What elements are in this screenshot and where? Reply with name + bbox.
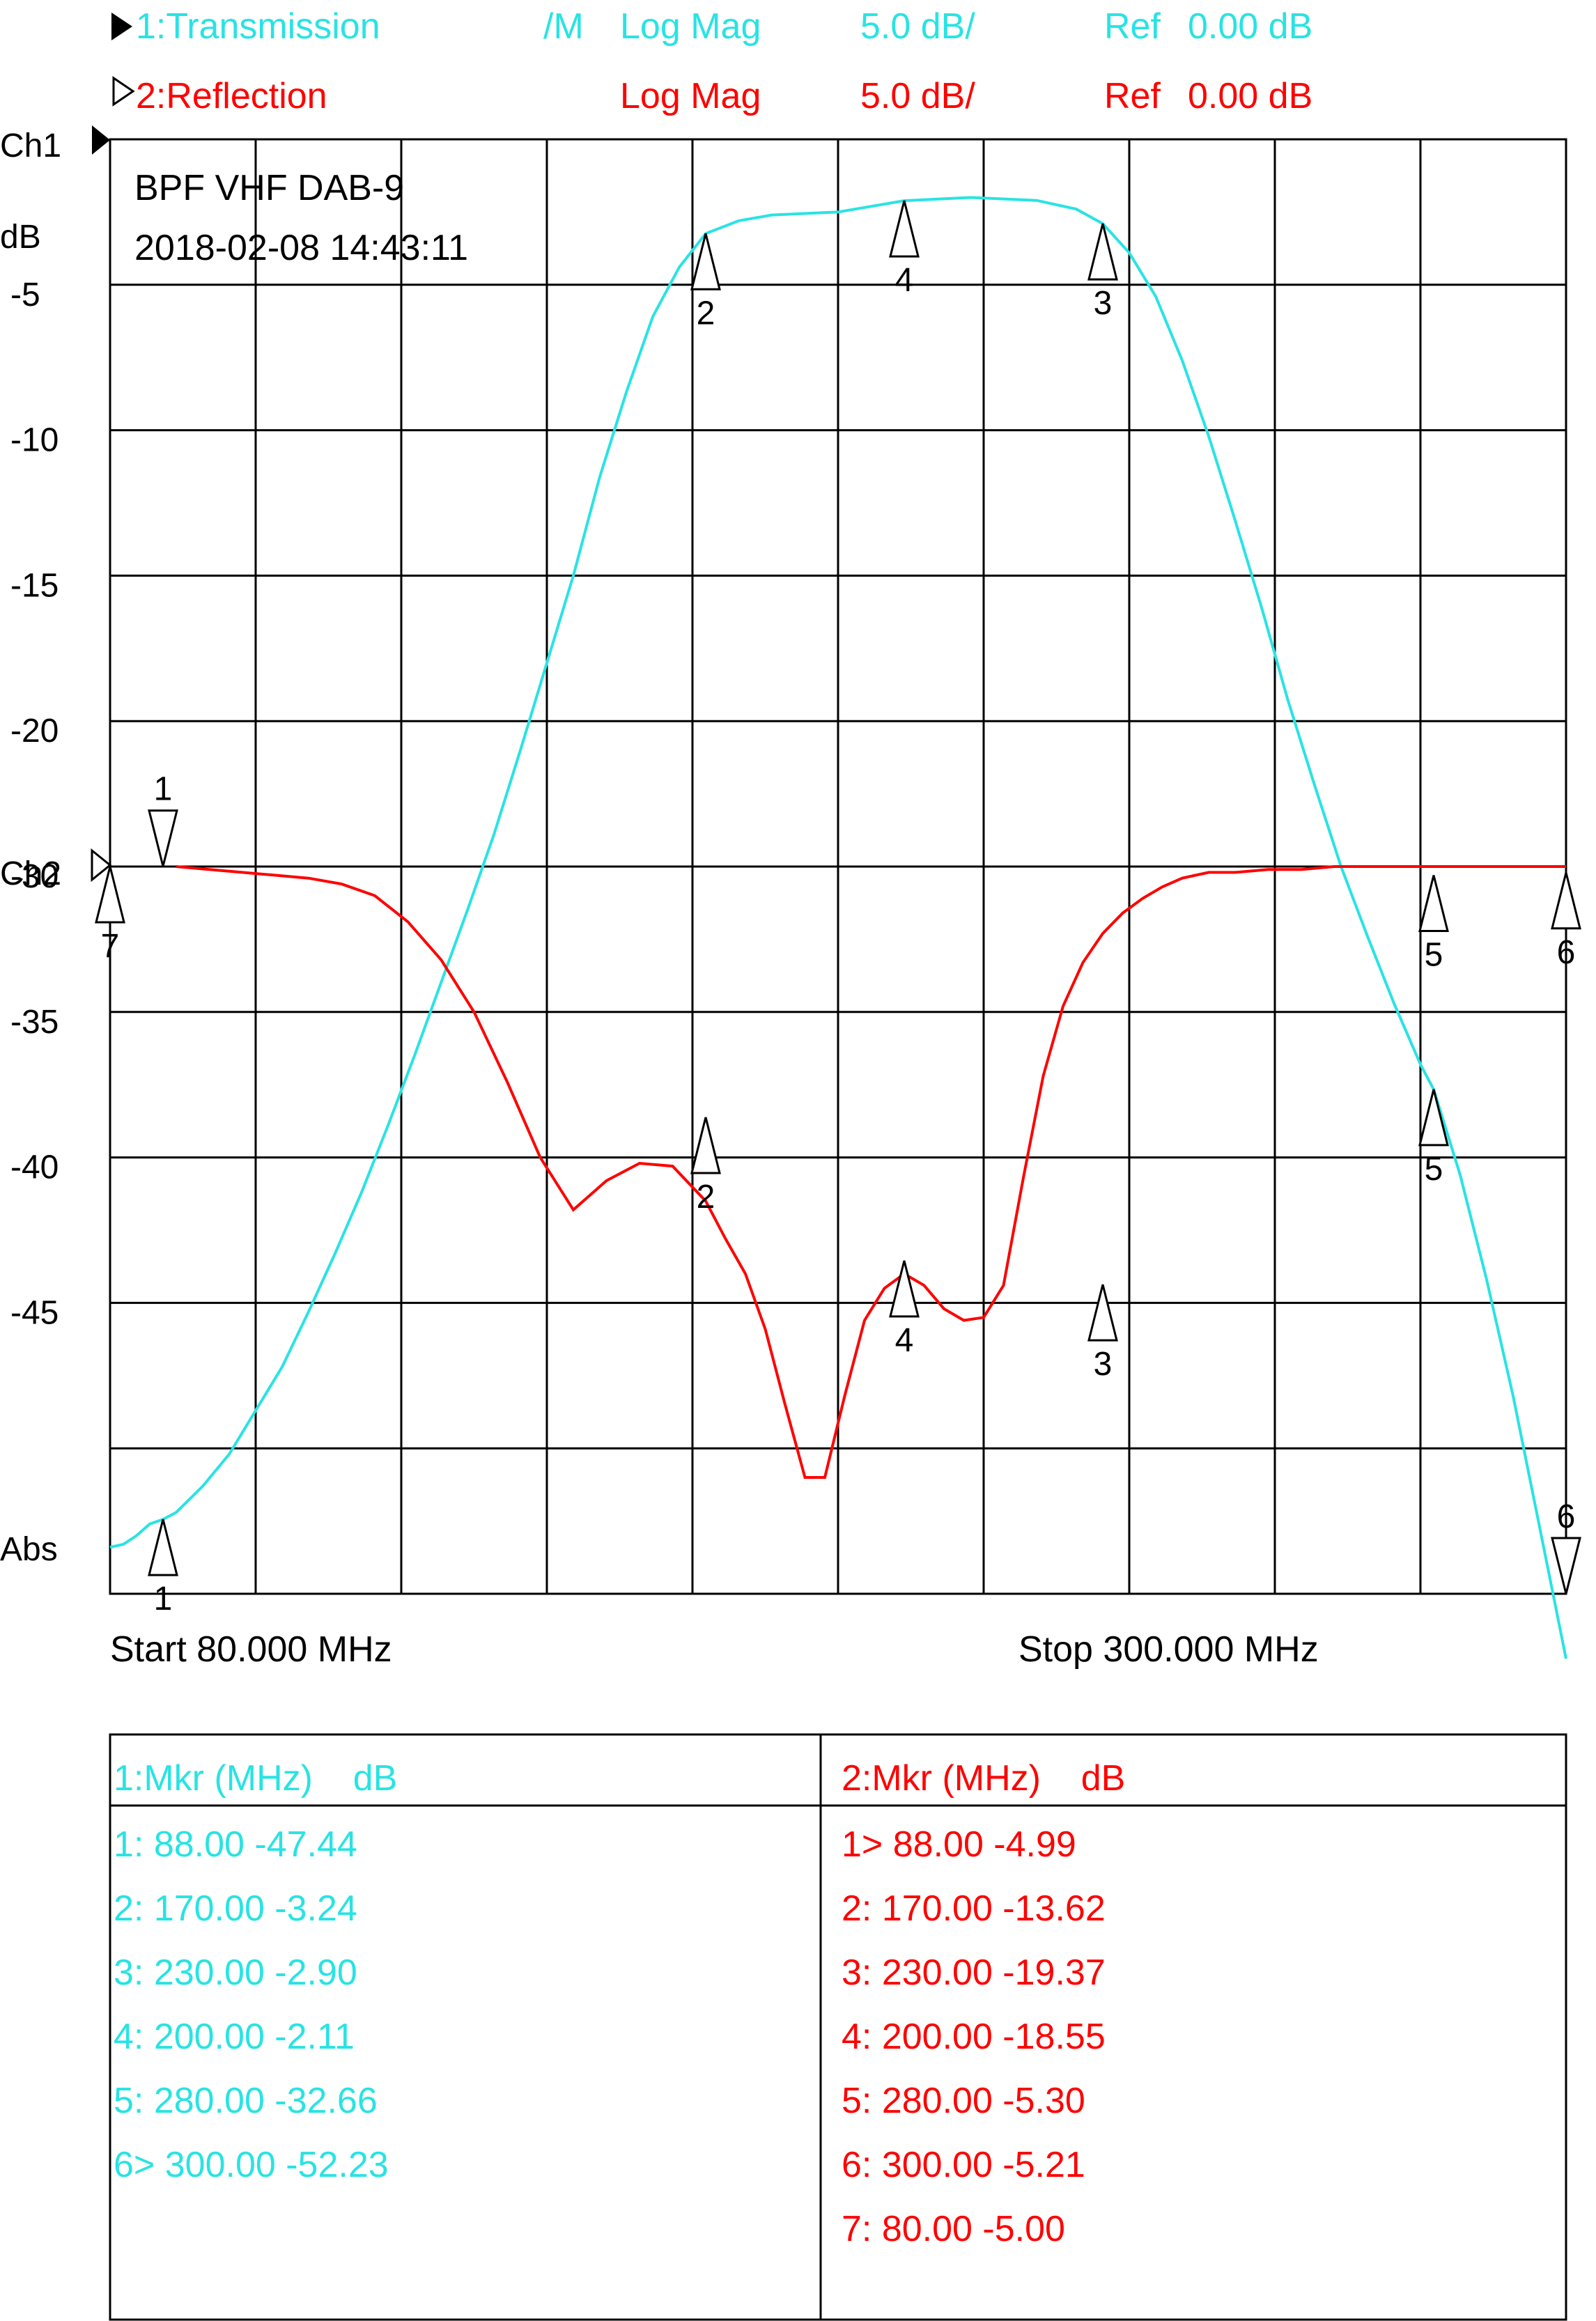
trace1-scale: 5.0 dB/ [860,6,975,47]
marker-4-icon [889,200,920,258]
stop-frequency: Stop 300.000 MHz [1018,1629,1319,1670]
y-tick-label: -5 [10,277,40,313]
ch1-reference-arrow-icon [92,125,110,155]
marker-5-icon [1418,1089,1449,1147]
marker-7-icon [95,866,125,924]
marker-4-label: 4 [895,1322,914,1359]
trace1-marker-row: 4: 200.00 -2.11 [114,2017,355,2057]
trace1-format: Log Mag [620,6,761,47]
ch2-reference-arrow-icon [91,848,112,883]
marker-5-icon [1418,875,1449,933]
trace1-name: 1:Transmission [136,6,380,47]
trace1-marker-flag: /M [543,6,584,47]
trace1-ref-value: 0.00 dB [1188,6,1312,47]
marker-1-icon [148,1519,178,1576]
marker-table-trace2-header: 2:Mkr (MHz) dB [842,1758,1125,1799]
ch1-label: Ch1 [0,127,61,164]
marker-3-label: 3 [1094,1346,1113,1383]
trace2-marker-row: 6: 300.00 -5.21 [842,2145,1085,2185]
y-tick-label: -10 [10,422,59,459]
trace1-marker-rows: 1: 88.00 -47.44 2: 170.00 -3.24 3: 230.00 … [114,1824,389,2185]
measurement-timestamp: 2018-02-08 14:43:11 [134,228,468,268]
traces [109,196,1567,1659]
marker-1-label: 1 [154,1581,173,1617]
start-frequency: Start 80.000 MHz [110,1629,392,1670]
marker-2-icon [690,1117,721,1174]
trace1-ref-label: Ref [1104,6,1161,47]
trace1-marker-row: 6> 300.00 -52.23 [114,2145,389,2185]
ch2-label: Ch2 [0,855,61,892]
instrument-title: BPF VHF DAB-9 [134,168,404,208]
marker-table: 1:Mkr (MHz) dB 2:Mkr (MHz) dB 1: 88.00 -… [109,1733,1567,2321]
marker-4-icon [889,1260,920,1318]
trace2-header: 2:Reflection Log Mag 5.0 dB/ Ref 0.00 dB [112,76,1312,116]
trace2-marker-rows: 1> 88.00 -4.99 2: 170.00 -13.62 3: 230.00 … [842,1824,1106,2249]
marker-3-label: 3 [1094,285,1113,322]
trace1-header: 1:Transmission /M Log Mag 5.0 dB/ Ref 0.… [111,6,1312,47]
unit-label: dB [0,219,41,256]
marker-4-label: 4 [895,262,914,299]
marker-6-label: 6 [1557,1498,1576,1535]
marker-6-label: 6 [1557,934,1576,971]
trace2-marker-row: 3: 230.00 -19.37 [842,1953,1106,1993]
trace1-marker-row: 2: 170.00 -3.24 [114,1888,357,1929]
marker-2-label: 2 [697,295,715,332]
trace2-scale: 5.0 dB/ [860,76,975,116]
abs-label: Abs [0,1531,58,1568]
y-tick-label: -15 [10,567,59,604]
trace1-marker-row: 1: 88.00 -47.44 [114,1824,357,1865]
marker-1-icon [148,809,178,867]
trace2-ref-label: Ref [1104,76,1161,116]
y-tick-label: -40 [10,1149,59,1186]
trace2-ref-value: 0.00 dB [1188,76,1312,116]
marker-6-icon [1551,872,1581,930]
trace2-marker-row: 5: 280.00 -5.30 [842,2081,1085,2121]
trace2-marker-row: 7: 80.00 -5.00 [842,2209,1065,2249]
trace2-format: Log Mag [620,76,761,116]
trace2-arrow-icon [112,76,135,107]
y-tick-label: -35 [10,1004,59,1041]
trace1-marker-row: 5: 280.00 -32.66 [114,2081,378,2121]
trace1-active-arrow-icon [111,13,132,40]
trace2-marker-row: 4: 200.00 -18.55 [842,2017,1106,2057]
trace-line-2 [176,865,1566,1479]
marker-table-trace1-header: 1:Mkr (MHz) dB [114,1758,397,1799]
y-tick-labels: -5 -10 -15 -20 -30 -35 -40 -45 [10,277,59,1332]
marker-7-label: 7 [101,928,120,965]
marker-3-icon [1087,223,1118,281]
marker-table-frame [109,1733,1567,2321]
trace2-marker-row: 1> 88.00 -4.99 [842,1824,1076,1865]
marker-2-icon [690,233,721,290]
y-tick-label: -45 [10,1294,59,1331]
trace2-marker-row: 2: 170.00 -13.62 [842,1888,1106,1929]
markers: 1 2 3 4 5 6 1 2 3 4 5 6 7 [95,200,1581,1617]
y-tick-label: -30 [10,858,59,895]
marker-3-icon [1087,1284,1118,1342]
trace-line-1 [109,196,1567,1659]
marker-1-label: 1 [154,771,173,808]
marker-2-label: 2 [697,1179,715,1216]
marker-5-label: 5 [1425,937,1443,974]
trace2-name: 2:Reflection [136,76,327,116]
marker-6-icon [1551,1537,1581,1594]
y-tick-label: -20 [10,713,59,750]
marker-5-label: 5 [1425,1151,1443,1188]
trace1-marker-row: 3: 230.00 -2.90 [114,1953,357,1993]
